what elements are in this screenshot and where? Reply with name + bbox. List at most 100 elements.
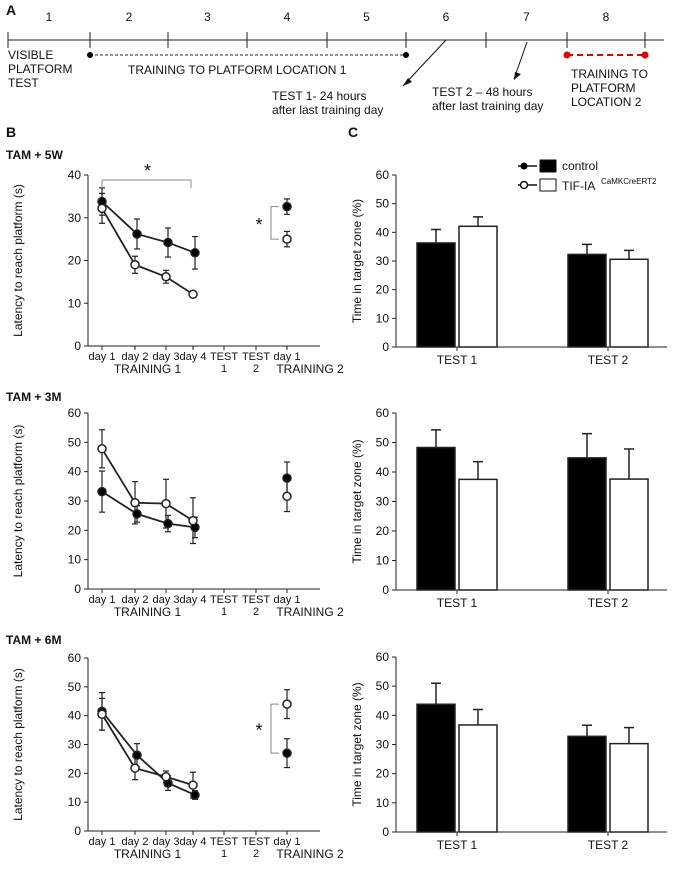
- timeline: A 1 2 3 4 5 6 7 8 VISIBLE PLATFORM TEST TRAININ…: [6, 2, 664, 117]
- data-point-control: [132, 229, 142, 239]
- x-tick-label: day 1: [274, 594, 301, 606]
- chart-title-5w: TAM + 5W: [6, 148, 63, 162]
- data-point-tif: [188, 289, 198, 300]
- data-point-control: [132, 509, 142, 519]
- x-tick-label: TEST: [242, 594, 270, 606]
- x-tick-label: day 1: [274, 351, 301, 363]
- y-tick-label: 10: [376, 796, 390, 810]
- y-tick-label: 20: [376, 524, 390, 538]
- x-tick-label: day 3: [153, 836, 180, 848]
- timeline-day-label: 7: [523, 10, 530, 24]
- legend: control TIF-IA CaMKCreERT2: [518, 159, 657, 193]
- y-tick-label: 20: [68, 766, 82, 780]
- y-tick-label: 30: [376, 738, 390, 752]
- data-point-tif: [130, 260, 140, 270]
- panel-label-a: A: [6, 2, 16, 18]
- timeline-day-label: 3: [204, 10, 211, 24]
- y-tick-label: 30: [68, 494, 82, 508]
- chart-title-6m: TAM + 6M: [6, 633, 61, 647]
- y-tick-label: 50: [68, 435, 82, 449]
- bar-chart-5w: 0 10 20 30 40 50 60 Time in target zone (%) TEST…: [350, 168, 667, 367]
- training1-label: TRAINING TO PLATFORM LOCATION 1: [128, 63, 347, 77]
- training2-point-tif: [282, 699, 292, 709]
- bar-control: [416, 242, 456, 348]
- bar-control: [416, 446, 456, 591]
- data-point-control: [163, 518, 173, 529]
- x-tick-label: TEST: [210, 351, 238, 363]
- y-tick-label: 60: [376, 168, 390, 182]
- significance-bracket-training1: [101, 179, 192, 188]
- y-axis-label: Latency to reach platform (s): [11, 184, 25, 337]
- timeline-day-label: 2: [126, 10, 133, 24]
- bar-tif: [458, 225, 498, 348]
- y-tick-label: 50: [376, 197, 390, 211]
- data-point-control: [190, 790, 200, 800]
- x-tick-label: TEST: [210, 836, 238, 848]
- y-tick-label: 30: [68, 738, 82, 752]
- bar-control: [567, 253, 607, 348]
- data-point-control: [163, 237, 173, 248]
- training2-label-1: TRAINING TO: [571, 67, 648, 81]
- x-tick-label: TEST 1: [437, 596, 478, 610]
- legend-tif-swatch: [539, 178, 557, 192]
- x-tick-label: day 3: [153, 351, 180, 363]
- training1-start-dot: [87, 52, 93, 58]
- x-group-label-training1: TRAINING 1: [114, 362, 182, 376]
- training2-point-control: [282, 201, 292, 212]
- x-tick-label: TEST: [210, 594, 238, 606]
- data-point-control: [97, 486, 107, 497]
- x-tick-label: 1: [221, 606, 227, 618]
- series-line-control: [101, 200, 196, 254]
- data-point-control: [132, 750, 142, 760]
- series-line-control: [101, 710, 196, 796]
- timeline-day-label: 8: [603, 10, 610, 24]
- test1-arrow: [402, 39, 447, 87]
- legend-tif-label: TIF-IA: [562, 179, 595, 193]
- training2-point-tif: [282, 234, 292, 244]
- x-tick-label: TEST: [242, 836, 270, 848]
- visible-test-label-3: TEST: [8, 76, 39, 90]
- x-tick-label: day 4: [180, 594, 207, 606]
- y-axis-label: Time in target zone (%): [350, 682, 364, 806]
- bar-control: [567, 457, 607, 591]
- y-tick-label: 40: [376, 225, 390, 239]
- y-axis-label: Latency to reach platform (s): [11, 425, 25, 578]
- visible-test-label-2: PLATFORM: [8, 62, 72, 76]
- x-tick-label: day 3: [153, 594, 180, 606]
- y-tick-label: 10: [68, 553, 82, 567]
- significance-star-training1: *: [144, 161, 151, 181]
- x-tick-label: day 1: [89, 836, 116, 848]
- legend-control-label: control: [562, 159, 598, 173]
- y-tick-label: 20: [376, 283, 390, 297]
- test2-arrowhead: [514, 72, 521, 80]
- x-group-label-training2: TRAINING 2: [276, 847, 344, 861]
- training2-end-dot: [641, 51, 649, 59]
- x-tick-label: 2: [253, 848, 259, 860]
- legend-tif-marker: [519, 180, 529, 190]
- y-tick-label: 60: [68, 406, 82, 420]
- significance-star-training2: *: [255, 721, 262, 741]
- y-tick-label: 40: [68, 709, 82, 723]
- bar-tif: [609, 478, 649, 591]
- x-group-label-training1: TRAINING 1: [114, 605, 182, 619]
- y-tick-label: 30: [68, 211, 82, 225]
- x-group-label-training1: TRAINING 1: [114, 847, 182, 861]
- y-axis-label: Latency to reach platform (s): [11, 668, 25, 821]
- y-tick-label: 60: [376, 406, 390, 420]
- training2-start-dot: [563, 51, 571, 59]
- panel-label-b: B: [6, 124, 16, 140]
- data-point-tif: [130, 498, 140, 508]
- data-point-tif: [97, 203, 107, 214]
- y-tick-label: 40: [376, 465, 390, 479]
- x-tick-label: day 4: [180, 351, 207, 363]
- x-tick-label: day 2: [122, 594, 149, 606]
- y-tick-label: 0: [74, 339, 81, 353]
- data-point-tif: [97, 709, 107, 719]
- y-tick-label: 10: [376, 311, 390, 325]
- data-point-tif: [161, 772, 171, 782]
- x-tick-label: day 2: [122, 836, 149, 848]
- x-tick-label: 1: [221, 848, 227, 860]
- data-point-tif: [161, 498, 171, 509]
